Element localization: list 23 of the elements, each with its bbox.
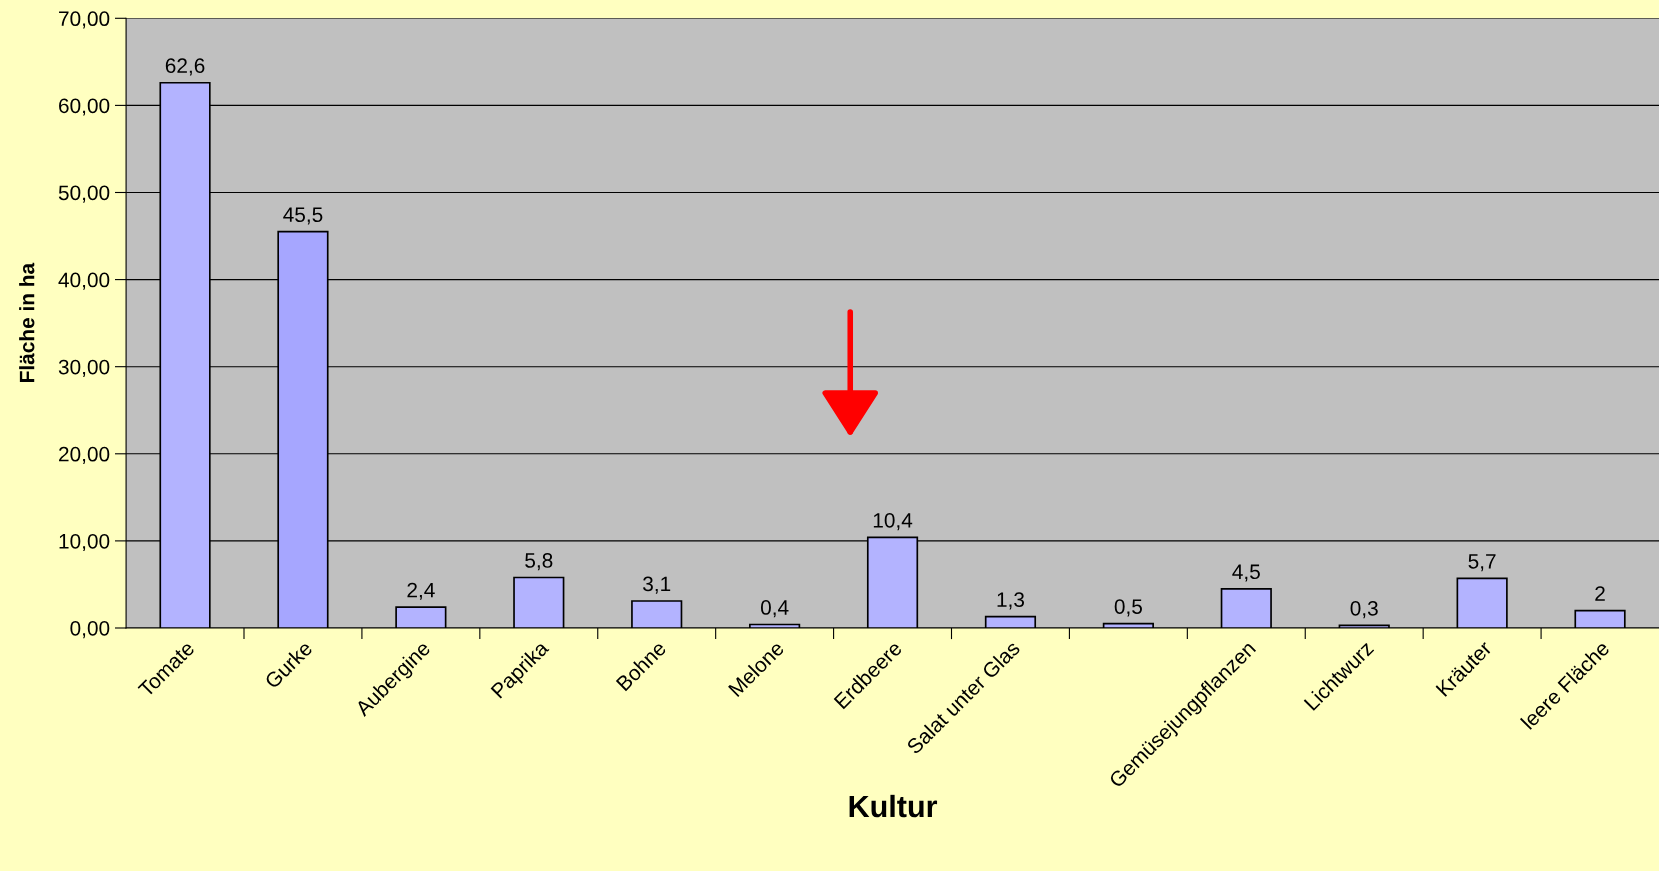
y-tick-label: 30,00 xyxy=(58,359,110,377)
data-label: 62,6 xyxy=(165,58,205,76)
data-label: 5,8 xyxy=(525,553,553,571)
data-label: 0,4 xyxy=(760,600,789,618)
y-tick-label: 40,00 xyxy=(58,272,110,290)
y-tick-label: 60,00 xyxy=(59,98,110,116)
data-label: 0,5 xyxy=(1114,599,1142,617)
y-tick-label: 0,00 xyxy=(70,620,110,639)
data-label: 0,3 xyxy=(1350,600,1378,619)
y-tick-label: 50,00 xyxy=(58,185,110,203)
data-label: 2 xyxy=(1595,586,1605,601)
y-tick-label: 20,00 xyxy=(59,446,110,465)
x-axis-title: Kultur xyxy=(849,794,938,818)
data-label: 2,4 xyxy=(407,582,435,600)
y-axis-title: Fläche in ha xyxy=(19,262,35,382)
data-label: 4,5 xyxy=(1232,564,1260,582)
data-label: 45,5 xyxy=(283,207,323,225)
y-tick-label: 70,00 xyxy=(59,11,110,29)
data-label: 1,3 xyxy=(997,592,1025,610)
data-label: 10,4 xyxy=(873,512,913,531)
y-tick-label: 10,00 xyxy=(59,533,110,552)
data-label: 5,7 xyxy=(1468,554,1496,572)
data-label: 3,1 xyxy=(643,576,671,594)
